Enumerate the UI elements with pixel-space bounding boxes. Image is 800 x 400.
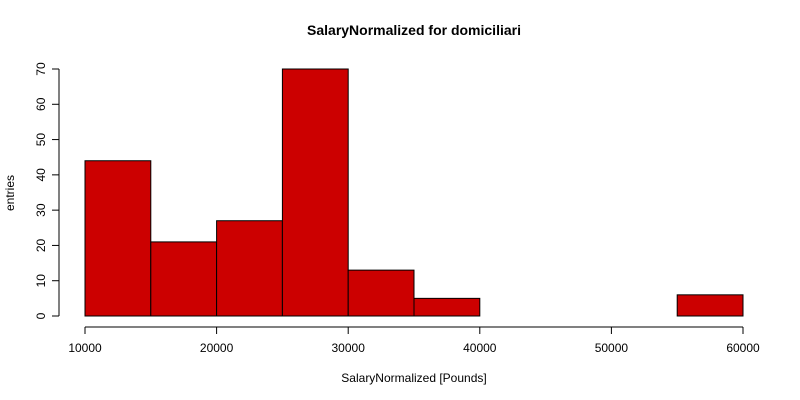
- histogram-bar-5: [347, 269, 415, 317]
- histogram-bar-3: [216, 220, 283, 317]
- y-tick-label: 10: [34, 274, 48, 288]
- x-tick-label: 40000: [463, 341, 497, 355]
- y-tick-label: 50: [34, 133, 48, 147]
- x-tick-label: 10000: [68, 341, 102, 355]
- x-tick-label: 20000: [200, 341, 234, 355]
- histogram-bar-2: [150, 241, 218, 317]
- y-tick-label: 20: [34, 238, 48, 252]
- x-tick-label: 50000: [595, 341, 629, 355]
- x-axis: 10000 20000 30000 40000 50000 60000: [68, 326, 760, 355]
- y-tick-label: 30: [34, 203, 48, 217]
- chart-title: SalaryNormalized for domiciliari: [307, 22, 521, 38]
- histogram-bar-6: [413, 297, 481, 317]
- y-tick-label: 40: [34, 168, 48, 182]
- x-axis-label: SalaryNormalized [Pounds]: [341, 371, 486, 385]
- y-tick-label: 60: [34, 97, 48, 111]
- y-tick-label: 0: [34, 312, 48, 319]
- y-axis: 0 10 20 30 40 50 60 70: [34, 62, 60, 319]
- histogram-bar-10: [676, 294, 744, 317]
- histogram-bars: [84, 68, 744, 317]
- x-tick-label: 30000: [332, 341, 366, 355]
- y-axis-label: entries: [3, 175, 17, 211]
- histogram-bar-1: [84, 160, 152, 317]
- histogram-bar-4: [281, 68, 349, 317]
- x-tick-label: 60000: [726, 341, 760, 355]
- y-tick-label: 70: [34, 62, 48, 76]
